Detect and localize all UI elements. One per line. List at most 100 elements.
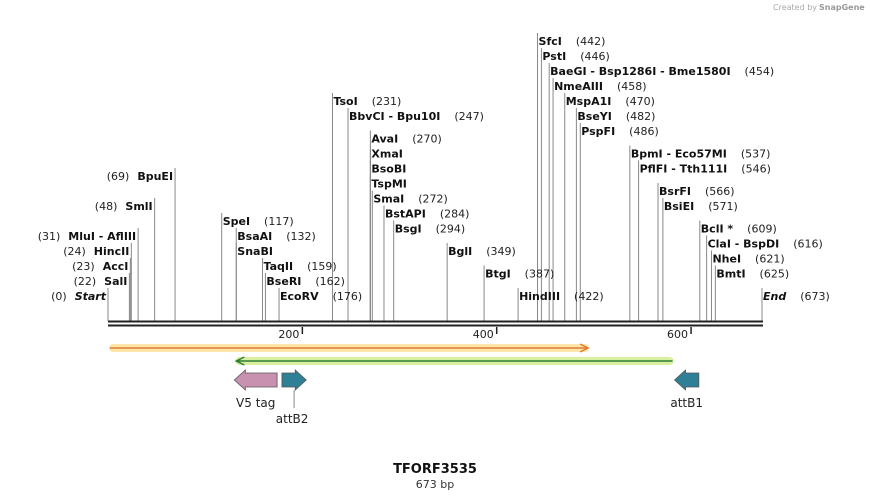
site-bbvci-bpu10i-label[interactable]: BbvCI - Bpu10I	[349, 110, 440, 123]
site-tsoi-label[interactable]: TsoI	[333, 95, 357, 108]
site-bsaai-position: (132)	[286, 230, 316, 243]
site-baegi-bsp1286i-bme1580i-position: (454)	[745, 65, 775, 78]
site-bpmi-eco57mi-position: (537)	[741, 148, 771, 161]
site-smai-label[interactable]: SmaI	[373, 193, 404, 206]
site-hincii-label[interactable]: HincII	[94, 245, 130, 258]
site-bpuei-position: (69)	[107, 170, 130, 183]
site-pspfi-label[interactable]: PspFI	[581, 125, 615, 138]
credit-prefix: Created by	[773, 3, 817, 12]
site-spei-label[interactable]: SpeI	[223, 215, 250, 228]
site-mspa1i-position: (470)	[625, 95, 655, 108]
site-bstapi-position: (284)	[440, 208, 470, 221]
site-bseri-position: (162)	[315, 275, 345, 288]
site-bpuei-label[interactable]: BpuEI	[137, 170, 173, 183]
site-spei-position: (117)	[264, 215, 294, 228]
site-bsrfi-position: (566)	[705, 185, 735, 198]
ruler-label-200: 200	[278, 328, 299, 341]
site-start-position: (0)	[51, 290, 67, 303]
site-taqii-position: (159)	[307, 260, 337, 273]
backbone-strand-top	[108, 320, 763, 323]
site-xmai-label[interactable]: XmaI	[371, 148, 402, 161]
site-btgi-position: (387)	[525, 268, 555, 281]
green-feature-arrowhead	[234, 356, 245, 366]
site-acci-label[interactable]: AccI	[103, 260, 129, 273]
backbone-strand-bottom	[108, 324, 763, 327]
site-pflfi-tth111i-position: (546)	[741, 163, 771, 176]
ruler-label-600: 600	[667, 328, 688, 341]
site-end-position: (673)	[800, 290, 830, 303]
site-bcli-position: (609)	[747, 223, 777, 236]
site-bgli-label[interactable]: BglI	[448, 245, 472, 258]
site-bsobi-label[interactable]: BsoBI	[371, 163, 406, 176]
site-tspmi-label[interactable]: TspMI	[371, 178, 407, 191]
site-mlui-afliii-position: (31)	[38, 230, 61, 243]
plasmid-name: TFORF3535	[393, 462, 477, 477]
site-baegi-bsp1286i-bme1580i-label[interactable]: BaeGI - Bsp1286I - Bme1580I	[550, 65, 730, 78]
site-sali-position: (22)	[74, 275, 97, 288]
credit-brand: SnapGene	[819, 3, 865, 12]
site-bstapi-label[interactable]: BstAPI	[385, 208, 426, 221]
site-avai-label[interactable]: AvaI	[371, 133, 398, 146]
site-labels: Start (0) SalI (22) AccI (23) HincII (24) MluI -…	[38, 35, 830, 303]
site-taqii-label[interactable]: TaqII	[264, 260, 294, 273]
site-sfci-position: (442)	[576, 35, 606, 48]
feature-attb2-label: attB2	[276, 412, 309, 426]
ruler-label-400: 400	[473, 328, 494, 341]
site-psti-label[interactable]: PstI	[542, 50, 566, 63]
site-bsaai-label[interactable]: BsaAI	[237, 230, 272, 243]
feature-attb2-arrow[interactable]	[281, 369, 307, 391]
site-clai-bspdi-position: (616)	[793, 238, 823, 251]
feature-attb1-label: attB1	[670, 396, 703, 410]
site-psti-position: (446)	[580, 50, 610, 63]
site-smli-position: (48)	[95, 200, 118, 213]
site-pspfi-position: (486)	[629, 125, 659, 138]
site-nhei-position: (621)	[755, 253, 785, 266]
site-clai-bspdi-label[interactable]: ClaI - BspDI	[708, 238, 780, 251]
site-nmeaiii-label[interactable]: NmeAIII	[554, 80, 603, 93]
site-bseyi-label[interactable]: BseYI	[577, 110, 611, 123]
backbone	[108, 320, 763, 327]
site-snabi-label[interactable]: SnaBI	[237, 245, 273, 258]
site-lines	[107, 33, 763, 321]
snapgene-credit: Created by SnapGene	[773, 3, 865, 12]
site-bcli-label[interactable]: BclI *	[701, 223, 734, 236]
site-bpmi-eco57mi-label[interactable]: BpmI - Eco57MI	[631, 148, 727, 161]
plasmid-length: 673 bp	[416, 478, 454, 491]
site-ecorv-label[interactable]: EcoRV	[280, 290, 319, 303]
site-smli-label[interactable]: SmlI	[125, 200, 152, 213]
site-pflfi-tth111i-label[interactable]: PflFI - Tth111I	[640, 163, 728, 176]
site-mlui-afliii-label[interactable]: MluI - AflIII	[68, 230, 136, 243]
site-bseyi-position: (482)	[626, 110, 656, 123]
site-sfci-label[interactable]: SfcI	[539, 35, 562, 48]
site-end-label[interactable]: End	[763, 290, 786, 303]
site-bmti-position: (625)	[760, 268, 790, 281]
feature-attb1-arrow[interactable]	[673, 369, 700, 391]
site-tsoi-position: (231)	[372, 95, 402, 108]
site-hindiii-position: (422)	[574, 290, 604, 303]
site-nmeaiii-position: (458)	[617, 80, 647, 93]
site-bsiei-position: (571)	[708, 200, 738, 213]
feature-v5-tag-arrow[interactable]	[233, 369, 278, 391]
site-bsiei-label[interactable]: BsiEI	[664, 200, 694, 213]
site-bgli-position: (349)	[486, 245, 516, 258]
site-bsgi-label[interactable]: BsgI	[395, 223, 422, 236]
site-nhei-label[interactable]: NheI	[712, 253, 741, 266]
site-ecorv-position: (176)	[333, 290, 363, 303]
site-acci-position: (23)	[72, 260, 95, 273]
orange-feature-arrowhead	[579, 343, 590, 353]
feature-v5-tag-label: V5 tag	[236, 396, 275, 410]
site-avai-position: (270)	[412, 133, 442, 146]
site-bsgi-position: (294)	[436, 223, 466, 236]
site-bbvci-bpu10i-position: (247)	[454, 110, 484, 123]
site-mspa1i-label[interactable]: MspA1I	[566, 95, 612, 108]
ruler: 200 400 600	[278, 327, 692, 341]
feature-bars	[109, 343, 674, 366]
site-bmti-label[interactable]: BmtI	[716, 268, 745, 281]
site-bsrfi-label[interactable]: BsrFI	[659, 185, 691, 198]
site-sali-label[interactable]: SalI	[104, 275, 127, 288]
site-start-label[interactable]: Start	[75, 290, 107, 303]
site-bseri-label[interactable]: BseRI	[266, 275, 301, 288]
site-hindiii-label[interactable]: HindIII	[519, 290, 560, 303]
site-btgi-label[interactable]: BtgI	[485, 268, 511, 281]
